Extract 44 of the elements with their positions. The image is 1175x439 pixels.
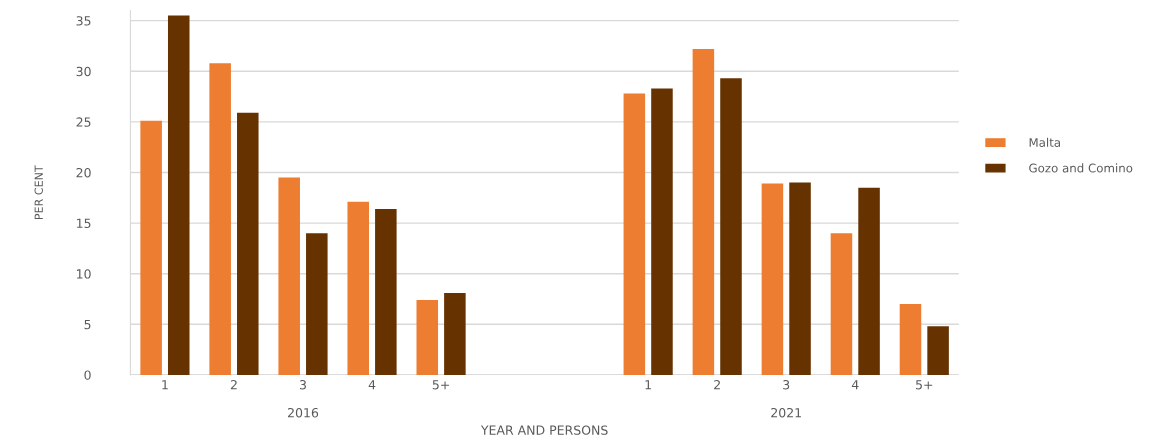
y-tick-label: 25 bbox=[76, 117, 91, 127]
y-tick-label: 15 bbox=[77, 218, 91, 229]
legend-label: Malta bbox=[1029, 137, 1060, 147]
bar bbox=[789, 182, 811, 375]
text: 2016 bbox=[288, 407, 319, 418]
bar bbox=[237, 112, 259, 375]
y-tick-label: 30 bbox=[76, 66, 91, 77]
x-tick-label: 2 bbox=[714, 379, 720, 390]
bar bbox=[444, 292, 466, 375]
x-tick-label: 4 bbox=[368, 380, 376, 390]
bar bbox=[278, 177, 300, 375]
y-tick-label: 0 bbox=[84, 370, 91, 380]
x-tick-label: 1 bbox=[645, 380, 651, 390]
y-tick-label: 10 bbox=[77, 269, 91, 279]
bar bbox=[858, 187, 880, 375]
bar bbox=[651, 88, 673, 375]
x-tick-label: 1 bbox=[162, 380, 168, 390]
bar bbox=[306, 233, 328, 375]
bar bbox=[692, 49, 715, 375]
bar bbox=[830, 233, 853, 375]
x-tick-label: 3 bbox=[783, 379, 790, 390]
bar bbox=[167, 15, 190, 375]
x-tick-label: 2 bbox=[230, 379, 237, 390]
y-tick-label: 5 bbox=[84, 319, 91, 330]
text: 2021 bbox=[771, 407, 801, 418]
bar bbox=[347, 201, 369, 375]
bar bbox=[899, 304, 922, 375]
bar bbox=[720, 78, 742, 375]
bar bbox=[209, 63, 231, 375]
x-tick-label: 5+ bbox=[916, 380, 933, 390]
x-tick-label: 4 bbox=[851, 380, 859, 390]
y-axis-title: PER CENT bbox=[34, 165, 43, 220]
bar bbox=[416, 300, 439, 375]
y-tick-label: 20 bbox=[76, 167, 91, 178]
bar bbox=[761, 183, 784, 375]
x-tick-label: 3 bbox=[299, 379, 306, 390]
bar bbox=[927, 326, 949, 375]
bar bbox=[375, 208, 397, 375]
bar bbox=[623, 93, 646, 375]
x-axis-title: YEAR AND PERSONS bbox=[480, 425, 608, 435]
y-tick-label: 35 bbox=[76, 16, 91, 26]
x-tick-label: 5+ bbox=[432, 380, 449, 390]
bar bbox=[140, 120, 162, 375]
legend-label: Gozo and Comino bbox=[1029, 163, 1133, 173]
